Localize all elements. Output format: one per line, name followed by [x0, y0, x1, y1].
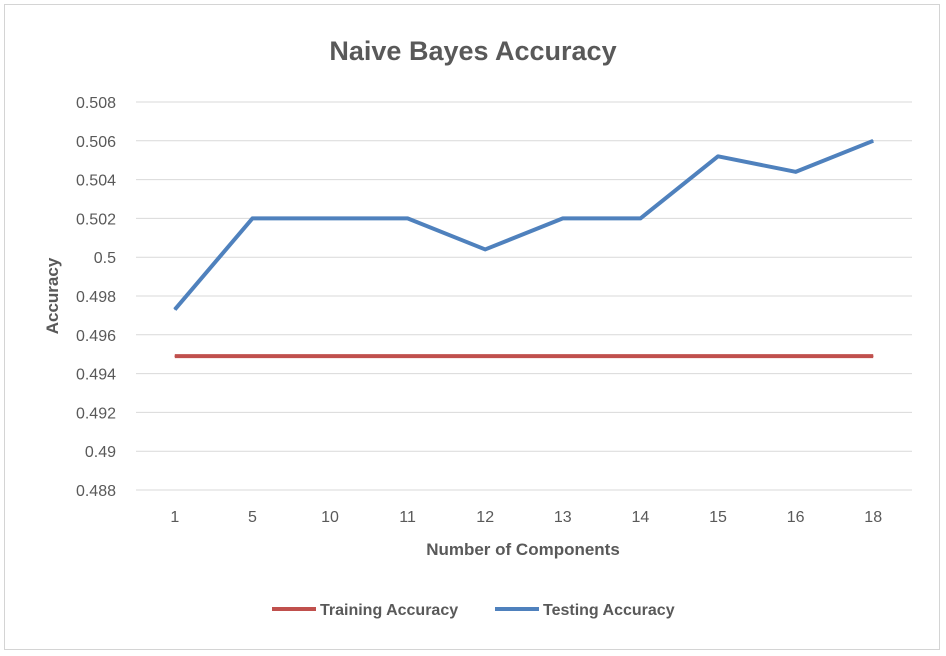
- x-axis-title: Number of Components: [426, 540, 620, 559]
- x-tick-label: 1: [170, 509, 179, 526]
- legend: Training Accuracy Testing Accuracy: [272, 602, 675, 619]
- data-point: [174, 309, 176, 311]
- chart-frame: [4, 4, 940, 650]
- x-tick-label: 12: [476, 509, 494, 526]
- data-point: [484, 355, 486, 357]
- data-point: [639, 217, 641, 219]
- data-point: [251, 217, 253, 219]
- y-tick-label: 0.49: [85, 444, 116, 461]
- y-tick-label: 0.504: [76, 173, 116, 190]
- y-tick-label: 0.496: [76, 328, 116, 345]
- legend-label-1: Testing Accuracy: [543, 602, 675, 619]
- data-point: [717, 155, 719, 157]
- y-tick-label: 0.488: [76, 483, 116, 500]
- data-point: [329, 355, 331, 357]
- data-point: [795, 355, 797, 357]
- y-tick-label: 0.502: [76, 211, 116, 228]
- x-tick-label: 13: [554, 509, 572, 526]
- y-tick-label: 0.492: [76, 405, 116, 422]
- series-lines: [173, 138, 874, 359]
- gridlines: [136, 101, 912, 491]
- x-tick-label: 10: [321, 509, 339, 526]
- data-point: [407, 355, 409, 357]
- data-point: [795, 171, 797, 173]
- y-tick-label: 0.508: [76, 95, 116, 112]
- x-tick-label: 5: [248, 509, 257, 526]
- data-point: [484, 248, 486, 250]
- data-point: [717, 355, 719, 357]
- chart-title: Naive Bayes Accuracy: [329, 36, 616, 66]
- data-point: [639, 355, 641, 357]
- x-tick-label: 14: [632, 509, 650, 526]
- y-axis-ticks: 0.488 0.49 0.492 0.494 0.496 0.498 0.5 0.502 0.5…: [76, 95, 116, 500]
- legend-label-0: Training Accuracy: [320, 602, 458, 619]
- y-tick-label: 0.506: [76, 134, 116, 151]
- y-axis-title: Accuracy: [43, 257, 62, 334]
- x-tick-label: 15: [709, 509, 727, 526]
- x-tick-label: 18: [864, 509, 882, 526]
- data-point: [562, 355, 564, 357]
- data-point: [174, 355, 176, 357]
- data-point: [872, 355, 874, 357]
- data-point: [329, 217, 331, 219]
- x-axis-ticks: 1 5 10 11 12 13 14 15 16 18: [170, 509, 882, 526]
- series-line-1: [173, 138, 874, 311]
- y-tick-label: 0.498: [76, 289, 116, 306]
- x-tick-label: 11: [399, 509, 416, 526]
- data-point: [872, 140, 874, 142]
- x-tick-label: 16: [787, 509, 805, 526]
- data-point: [407, 217, 409, 219]
- y-tick-label: 0.494: [76, 367, 116, 384]
- data-point: [562, 217, 564, 219]
- y-tick-label: 0.5: [94, 250, 116, 267]
- data-point: [251, 355, 253, 357]
